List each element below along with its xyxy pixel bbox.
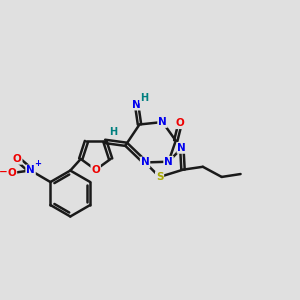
Text: O: O xyxy=(8,168,16,178)
Text: +: + xyxy=(34,159,41,168)
Text: S: S xyxy=(156,172,163,182)
Text: O: O xyxy=(13,154,22,164)
Text: N: N xyxy=(132,100,141,110)
Text: −: − xyxy=(0,167,8,177)
Text: H: H xyxy=(140,93,148,103)
Text: H: H xyxy=(109,127,117,137)
Text: O: O xyxy=(91,165,100,175)
Text: N: N xyxy=(158,117,167,127)
Text: N: N xyxy=(164,157,173,167)
Text: N: N xyxy=(26,165,35,176)
Text: O: O xyxy=(176,118,184,128)
Text: N: N xyxy=(141,158,149,167)
Text: N: N xyxy=(177,143,186,153)
